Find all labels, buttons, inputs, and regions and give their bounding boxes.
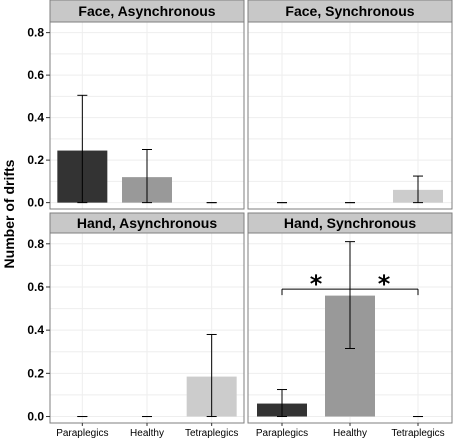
facet-title: Hand, Asynchronous [77,215,217,231]
x-tick-label-paraplegics: Paraplegics [256,428,308,439]
x-tick-label-tetraplegics: Tetraplegics [391,428,444,439]
error-bar-tetraplegics [206,333,217,418]
x-tick-label-paraplegics: Paraplegics [56,428,108,439]
facet-title: Face, Asynchronous [78,3,215,19]
x-tick-label-tetraplegics: Tetraplegics [185,428,238,439]
x-tick-label-healthy: Healthy [130,428,164,439]
panel-border [247,21,453,210]
panel-border [49,21,245,210]
y-tick-label: 0.0 [27,196,44,210]
y-tick-label: 0.8 [27,237,44,251]
y-tick-label: 0.4 [27,111,44,125]
x-tick-label-healthy: Healthy [333,428,367,439]
facet-title: Hand, Synchronous [284,215,416,231]
y-tick-label: 0.6 [27,280,44,294]
panels-layer: Face, Asynchronous 0.0 0.2 0.4 0.6 0.8 Face, S… [27,0,453,439]
significance-star: * [378,270,391,298]
y-tick-label: 0.2 [27,153,44,167]
y-tick-label: 0.4 [27,323,44,337]
facet-title: Face, Synchronous [285,3,414,19]
error-bar-tetraplegics [413,175,423,204]
error-bar-healthy [142,149,152,204]
y-tick-label: 0.2 [27,366,44,380]
y-tick-label: 0.0 [27,410,44,424]
y-tick-label: 0.6 [27,68,44,82]
panel-face-synchronous: Face, Synchronous [247,0,453,210]
error-bar-paraplegics [77,94,88,204]
significance-star: * [310,270,323,298]
panel-face-asynchronous: Face, Asynchronous 0.0 0.2 0.4 0.6 0.8 [27,0,245,210]
y-tick-label: 0.8 [27,26,44,40]
panel-hand-asynchronous: Hand, Asynchronous 0.0 0.2 0.4 0.6 0.8 Paraple… [27,212,245,439]
y-axis-title: Number of drifts [1,159,17,268]
significance-bracket: * [281,270,351,298]
error-bar-paraplegics [277,389,287,418]
panel-hand-synchronous: Hand, Synchronous * * Paraplegics Healthy Tet… [247,212,453,439]
significance-bracket: * [349,270,419,298]
